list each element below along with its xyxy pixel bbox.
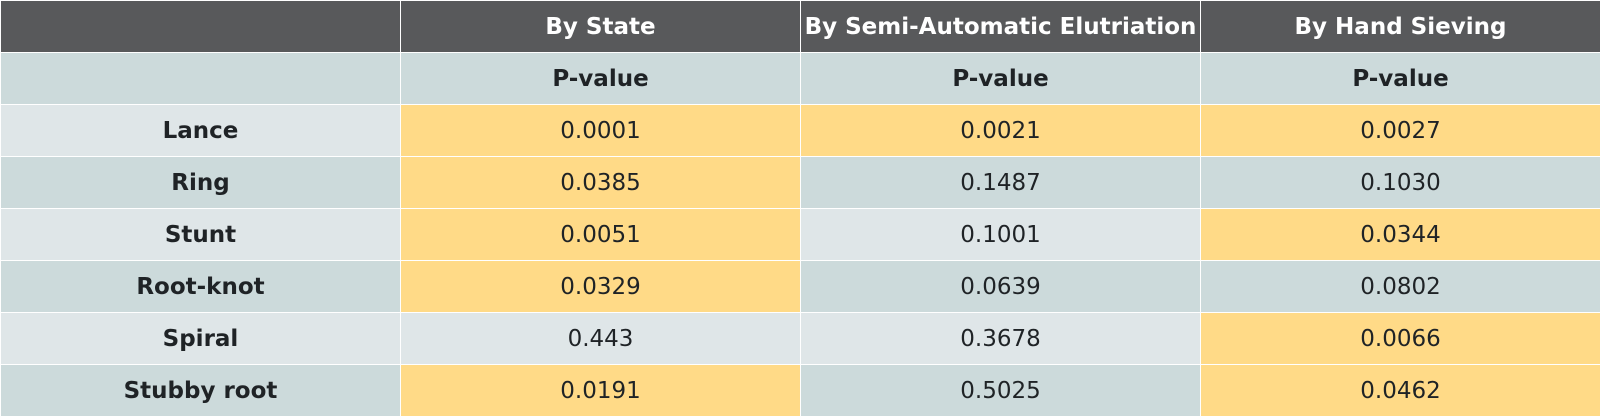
pvalue-cell: 0.0066 [1200, 312, 1600, 365]
row-label: Stubby root [0, 364, 401, 417]
col-header-by-elutriation: By Semi-Automatic Elutriation [800, 0, 1201, 53]
pvalue-cell: 0.443 [400, 312, 801, 365]
pvalue-cell: 0.1030 [1200, 156, 1600, 209]
pvalue-cell: 0.0051 [400, 208, 801, 261]
pvalue-cell: 0.0001 [400, 104, 801, 157]
table-row: Ring 0.0385 0.1487 0.1030 [0, 156, 1600, 209]
subheader-pvalue: P-value [800, 52, 1201, 105]
pvalue-cell: 0.0639 [800, 260, 1201, 313]
pvalue-cell: 0.0385 [400, 156, 801, 209]
table-row: Spiral 0.443 0.3678 0.0066 [0, 312, 1600, 365]
pvalue-cell: 0.5025 [800, 364, 1201, 417]
subheader-pvalue: P-value [1200, 52, 1600, 105]
pvalue-cell: 0.0802 [1200, 260, 1600, 313]
pvalue-cell: 0.0021 [800, 104, 1201, 157]
pvalue-cell: 0.1001 [800, 208, 1201, 261]
row-label: Lance [0, 104, 401, 157]
row-label: Spiral [0, 312, 401, 365]
pvalue-cell: 0.0344 [1200, 208, 1600, 261]
corner-cell [0, 0, 401, 53]
pvalue-cell: 0.0329 [400, 260, 801, 313]
subheader-corner [0, 52, 401, 105]
row-label: Stunt [0, 208, 401, 261]
pvalue-cell: 0.0191 [400, 364, 801, 417]
table-row: Stunt 0.0051 0.1001 0.0344 [0, 208, 1600, 261]
col-header-by-hand-sieving: By Hand Sieving [1200, 0, 1600, 53]
row-label: Root-knot [0, 260, 401, 313]
row-label: Ring [0, 156, 401, 209]
pvalue-cell: 0.0027 [1200, 104, 1600, 157]
header-row: By State By Semi-Automatic Elutriation B… [0, 0, 1600, 53]
pvalue-cell: 0.0462 [1200, 364, 1600, 417]
table-row: Root-knot 0.0329 0.0639 0.0802 [0, 260, 1600, 313]
pvalue-cell: 0.3678 [800, 312, 1201, 365]
subheader-row: P-value P-value P-value [0, 52, 1600, 105]
table-row: Stubby root 0.0191 0.5025 0.0462 [0, 364, 1600, 417]
col-header-by-state: By State [400, 0, 801, 53]
subheader-pvalue: P-value [400, 52, 801, 105]
pvalue-cell: 0.1487 [800, 156, 1201, 209]
table-row: Lance 0.0001 0.0021 0.0027 [0, 104, 1600, 157]
